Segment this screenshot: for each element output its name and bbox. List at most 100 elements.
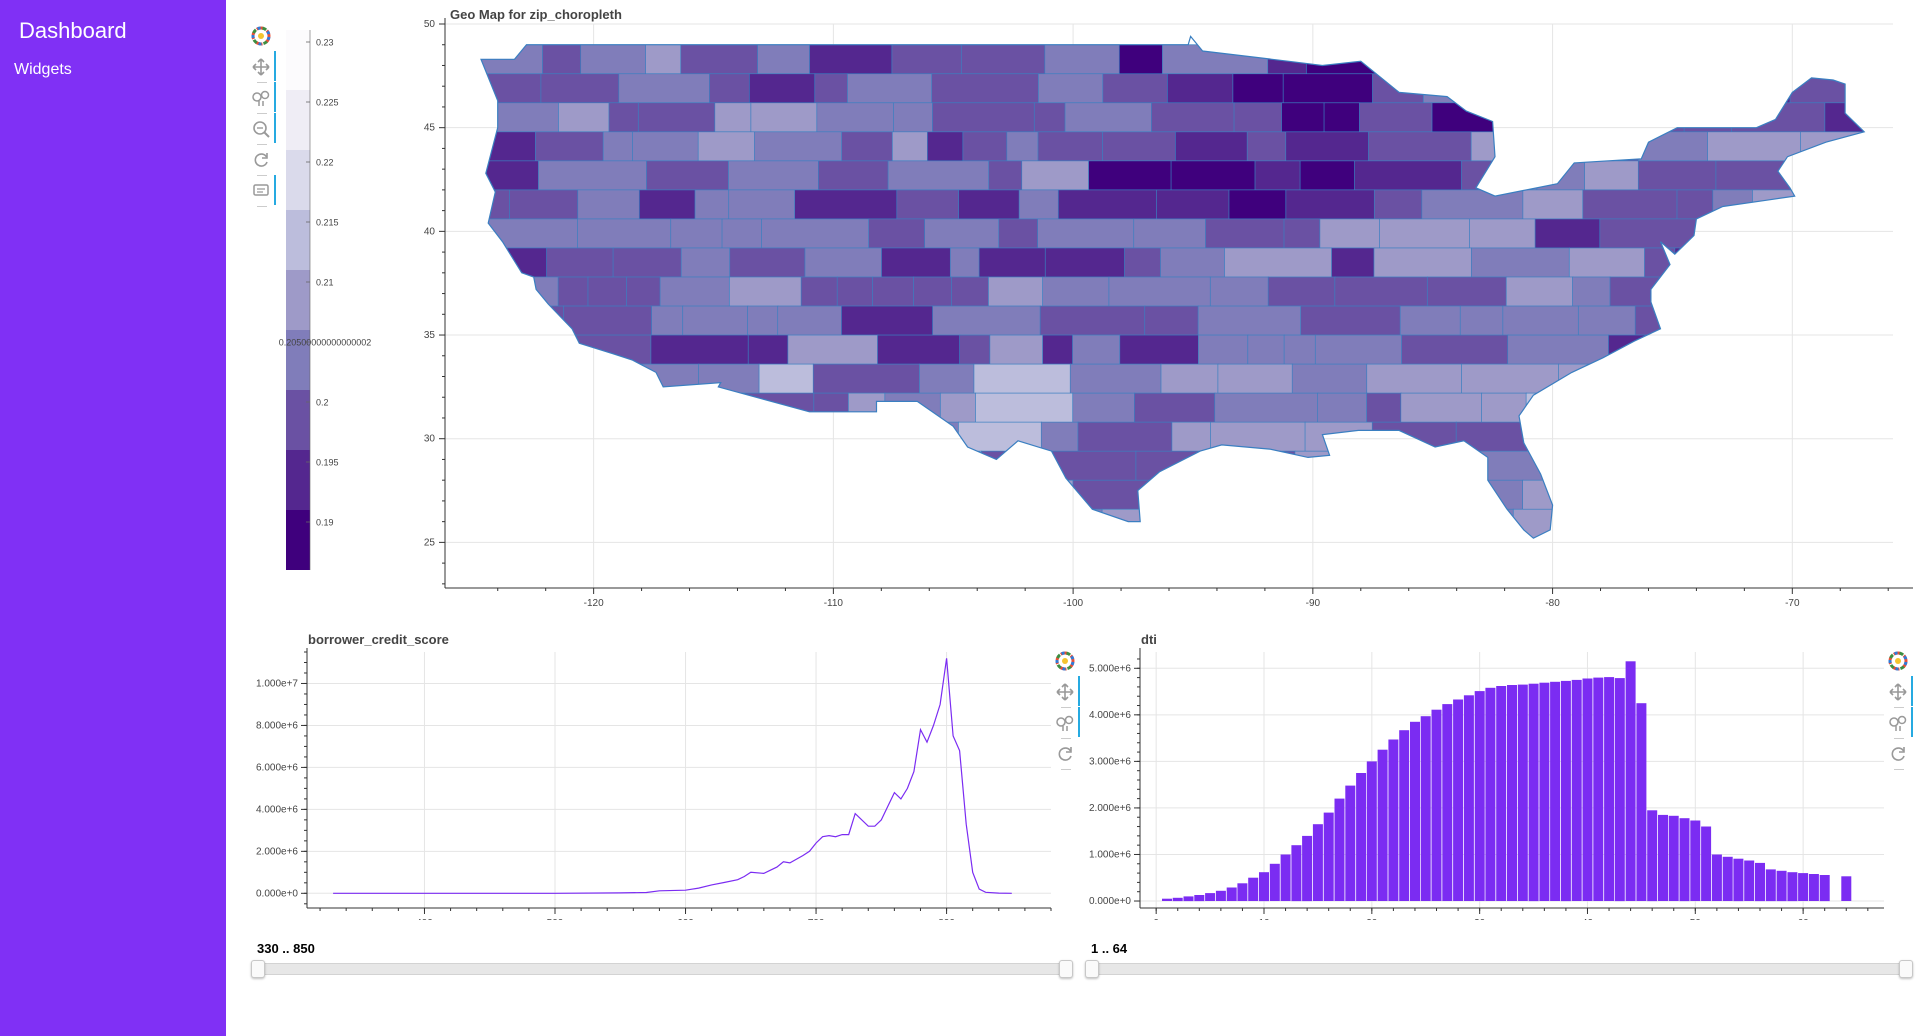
dti-bar <box>1722 856 1733 901</box>
choropleth-region <box>1862 508 1865 539</box>
choropleth-region <box>1370 450 1436 482</box>
choropleth-region <box>1676 189 1714 220</box>
credit-slider-handle-max[interactable] <box>1059 960 1073 978</box>
bokeh-logo-icon[interactable] <box>1888 651 1908 671</box>
chart-y-tick-label: 2.000e+6 <box>1089 803 1131 814</box>
toolbar-separator <box>1061 707 1071 708</box>
reset-icon[interactable] <box>1055 744 1075 764</box>
nav-widgets[interactable]: Widgets <box>14 61 72 78</box>
choropleth-region <box>670 218 723 249</box>
choropleth-region <box>1088 160 1172 191</box>
choropleth-region <box>1254 160 1301 191</box>
dti-bar <box>1323 812 1334 901</box>
choropleth-region <box>1641 450 1737 482</box>
choropleth-region <box>632 131 700 162</box>
choropleth-region <box>1803 334 1865 365</box>
choropleth-region <box>1667 421 1714 452</box>
choropleth-region <box>1175 131 1249 162</box>
choropleth-region <box>1034 508 1103 539</box>
choropleth-region <box>1582 189 1678 220</box>
choropleth-region <box>1844 73 1865 104</box>
choropleth-region <box>618 73 711 104</box>
dashboard-title[interactable]: Dashboard <box>19 18 127 43</box>
reset-icon[interactable] <box>251 150 271 170</box>
choropleth-region <box>1700 218 1751 249</box>
dti-chart[interactable]: 0 10 20 30 40 50 60 0.000e+0 1.000e+6 2.000e+6 3.0… <box>1070 640 1890 920</box>
choropleth-region <box>1300 305 1402 336</box>
choropleth-region <box>1040 421 1079 452</box>
choropleth-region <box>1412 44 1477 75</box>
choropleth-region <box>1305 44 1414 75</box>
choropleth-region <box>672 392 730 423</box>
choropleth-region <box>1675 363 1786 394</box>
choropleth-region <box>680 44 759 75</box>
choropleth-region <box>1715 160 1814 191</box>
choropleth-region <box>728 160 820 191</box>
dti-bar <box>1517 684 1528 901</box>
reset-icon[interactable] <box>1888 744 1908 764</box>
choropleth-region <box>721 218 763 249</box>
dti-slider-handle-max[interactable] <box>1899 960 1913 978</box>
credit-range-slider[interactable] <box>251 960 1073 978</box>
choropleth-region <box>1425 479 1524 511</box>
choropleth-region <box>481 218 579 249</box>
dti-bar <box>1334 798 1345 901</box>
dti-slider-handle-min[interactable] <box>1085 960 1099 978</box>
choropleth-region <box>762 508 796 539</box>
choropleth-region <box>750 102 818 133</box>
choropleth-region <box>587 276 628 307</box>
choropleth-region <box>1134 392 1216 423</box>
choropleth-region <box>757 44 811 75</box>
chart-x-tick-label: 60 <box>1798 918 1810 920</box>
choropleth-region <box>973 363 1072 394</box>
choropleth-region <box>1869 161 1915 191</box>
wheel-zoom-icon[interactable] <box>1055 707 1080 737</box>
choropleth-region <box>754 131 843 162</box>
choropleth-region <box>1296 508 1372 539</box>
choropleth-region <box>481 305 536 336</box>
wheel-zoom-icon[interactable] <box>251 82 276 112</box>
pan-icon[interactable] <box>1055 676 1080 706</box>
choropleth-region <box>1299 160 1356 191</box>
choropleth-region <box>1848 392 1865 423</box>
choropleth-region <box>1505 276 1574 307</box>
wheel-zoom-icon[interactable] <box>1888 707 1913 737</box>
dti-bar <box>1528 683 1539 902</box>
colorbar-swatch <box>286 90 310 150</box>
choropleth-region <box>898 450 983 482</box>
choropleth-region <box>1379 218 1471 249</box>
choropleth-region <box>1244 508 1299 539</box>
geo-map[interactable]: -120 -110 -100 -90 -80 -70 50 45 40 35 30 25 <box>400 18 1915 628</box>
choropleth-region <box>1027 450 1137 482</box>
choropleth-region <box>1810 276 1849 307</box>
toolbar-separator <box>1894 707 1904 708</box>
pan-icon[interactable] <box>251 51 276 81</box>
choropleth-region <box>1612 392 1672 423</box>
choropleth-region <box>1044 247 1126 278</box>
dti-range-slider[interactable] <box>1085 960 1913 978</box>
choropleth-region <box>580 44 647 75</box>
credit-slider-handle-min[interactable] <box>251 960 265 978</box>
credit-score-chart[interactable]: 400 500 600 700 800 0.000e+0 2.000e+6 4.000e+6 6… <box>235 640 1055 920</box>
choropleth-region <box>1133 218 1207 249</box>
choropleth-region <box>481 508 540 539</box>
choropleth-region <box>1156 189 1230 220</box>
bokeh-logo-icon[interactable] <box>251 26 271 46</box>
choropleth-region <box>1547 450 1643 482</box>
reset-zoom-icon[interactable] <box>251 113 276 143</box>
dti-bar <box>1410 721 1420 901</box>
colorbar-swatch <box>286 150 310 210</box>
choropleth-region <box>1228 189 1287 220</box>
choropleth-region <box>1599 218 1702 249</box>
pan-icon[interactable] <box>1888 676 1913 706</box>
choropleth-region <box>1644 247 1676 278</box>
bokeh-logo-icon[interactable] <box>1055 651 1075 671</box>
toolbar-separator <box>257 175 267 176</box>
choropleth-region <box>1037 218 1135 249</box>
choropleth-region <box>1715 73 1791 104</box>
choropleth-region <box>561 421 672 452</box>
choropleth-region <box>1334 276 1429 307</box>
choropleth-region <box>1160 363 1219 394</box>
colorbar-label: 0.225 <box>316 97 339 107</box>
hover-icon[interactable] <box>251 175 276 205</box>
